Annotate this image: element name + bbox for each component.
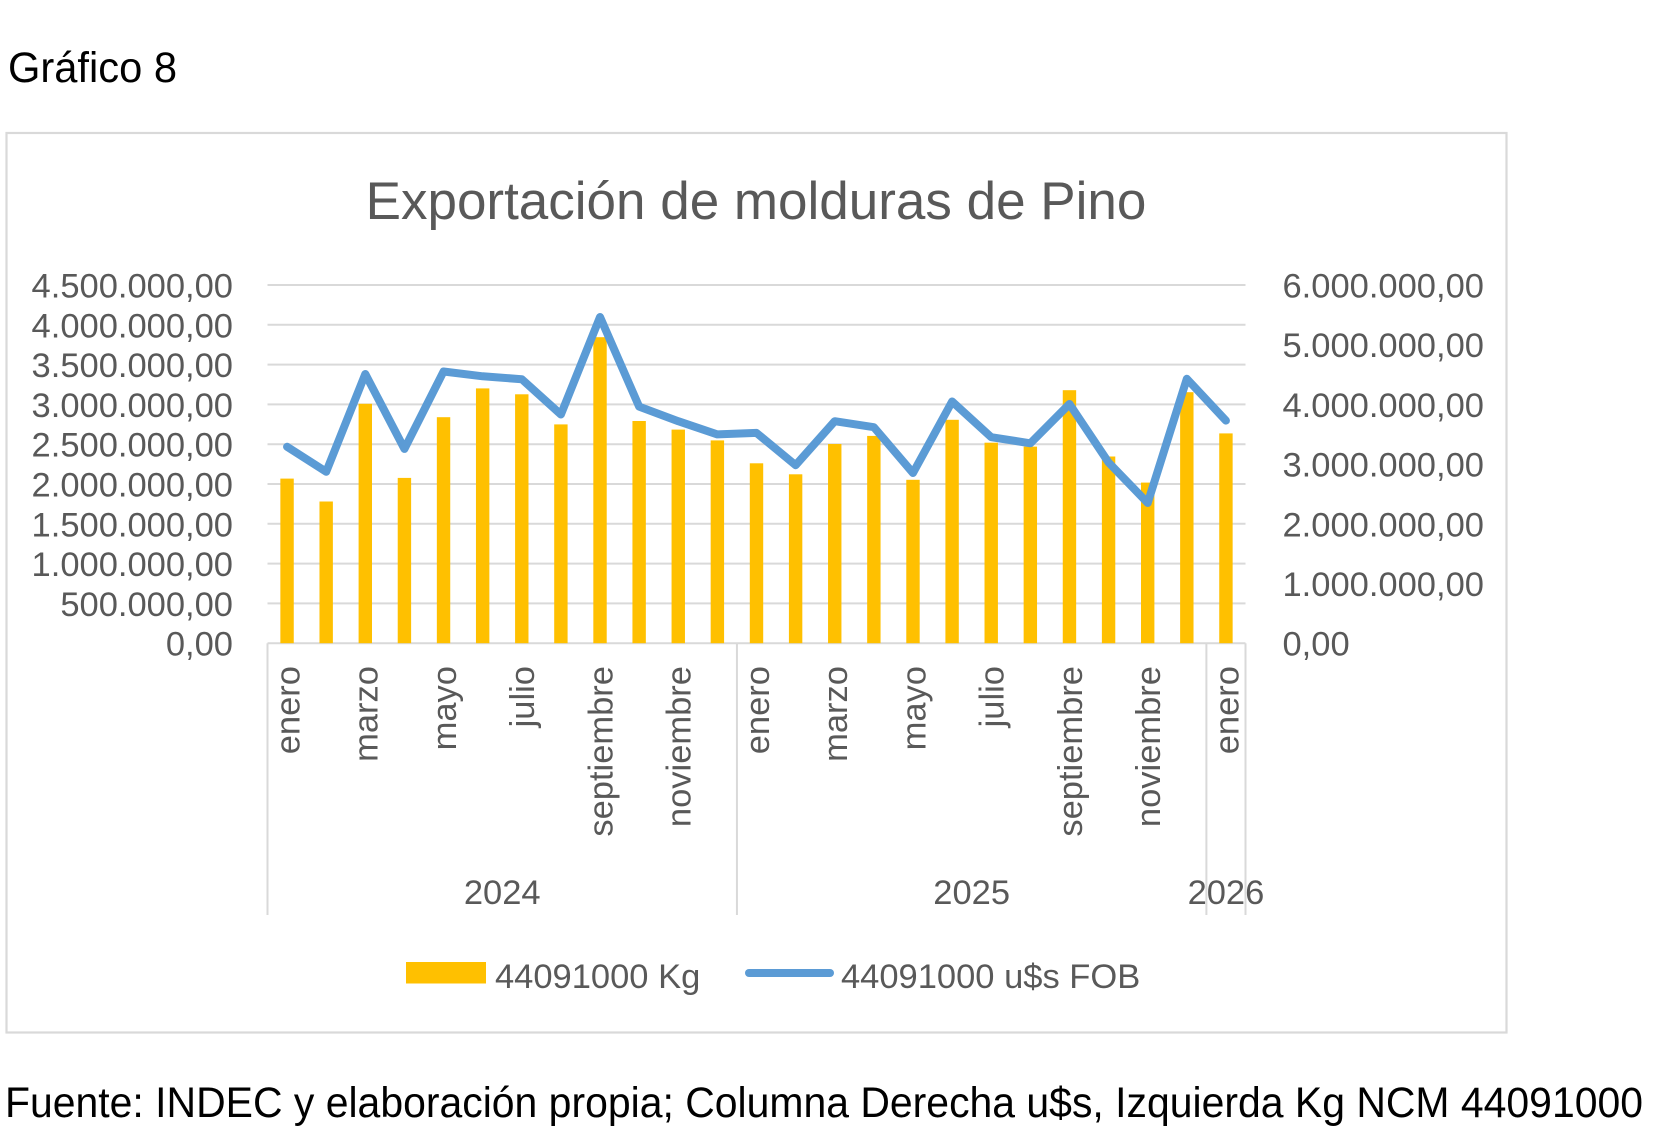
svg-text:3.000.000,00: 3.000.000,00 (1283, 447, 1484, 485)
svg-text:marzo: marzo (348, 666, 386, 762)
svg-text:2.500.000,00: 2.500.000,00 (32, 427, 233, 465)
svg-text:2025: 2025 (933, 874, 1010, 912)
svg-text:septiembre: septiembre (582, 666, 620, 837)
svg-text:Exportación de molduras de Pin: Exportación de molduras de Pino (366, 172, 1147, 231)
svg-text:44091000 Kg: 44091000 Kg (495, 958, 700, 996)
svg-text:2024: 2024 (464, 874, 541, 912)
svg-text:4.000.000,00: 4.000.000,00 (1283, 387, 1484, 425)
svg-text:Gráfico 8: Gráfico 8 (8, 44, 177, 92)
svg-text:1.000.000,00: 1.000.000,00 (32, 546, 233, 584)
svg-text:1.000.000,00: 1.000.000,00 (1283, 566, 1484, 604)
svg-text:1.500.000,00: 1.500.000,00 (32, 506, 233, 544)
svg-text:500.000,00: 500.000,00 (60, 586, 233, 624)
svg-text:6.000.000,00: 6.000.000,00 (1283, 268, 1484, 306)
svg-text:44091000 u$s FOB: 44091000 u$s FOB (841, 958, 1140, 996)
svg-text:noviembre: noviembre (661, 666, 699, 827)
svg-text:3.500.000,00: 3.500.000,00 (32, 347, 233, 385)
svg-text:enero: enero (1208, 666, 1246, 754)
svg-text:marzo: marzo (817, 666, 855, 762)
svg-text:septiembre: septiembre (1052, 666, 1090, 837)
svg-text:2.000.000,00: 2.000.000,00 (1283, 506, 1484, 544)
svg-text:2.000.000,00: 2.000.000,00 (32, 467, 233, 505)
svg-text:julio: julio (974, 666, 1012, 728)
svg-text:enero: enero (269, 666, 307, 754)
svg-text:noviembre: noviembre (1130, 666, 1168, 827)
svg-text:2026: 2026 (1188, 874, 1265, 912)
svg-text:mayo: mayo (895, 666, 933, 750)
svg-text:4.500.000,00: 4.500.000,00 (32, 268, 233, 306)
svg-text:3.000.000,00: 3.000.000,00 (32, 387, 233, 425)
svg-text:julio: julio (504, 666, 542, 728)
svg-text:mayo: mayo (426, 666, 464, 750)
svg-text:5.000.000,00: 5.000.000,00 (1283, 327, 1484, 365)
svg-text:4.000.000,00: 4.000.000,00 (32, 307, 233, 345)
svg-text:0,00: 0,00 (166, 626, 233, 664)
svg-text:Fuente: INDEC y elaboración pr: Fuente: INDEC y elaboración propia; Colu… (5, 1079, 1643, 1127)
svg-text:enero: enero (739, 666, 777, 754)
svg-text:0,00: 0,00 (1283, 626, 1350, 664)
